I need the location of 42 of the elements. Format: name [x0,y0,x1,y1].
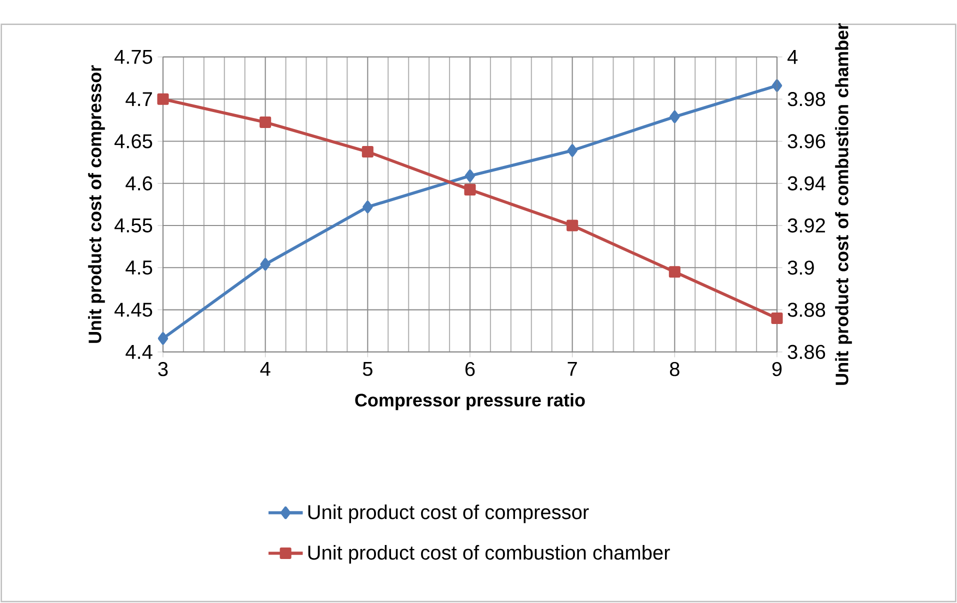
y2-tick-label: 3.9 [788,260,814,275]
x-tick-label: 9 [772,362,782,376]
x-tick-label: 7 [568,362,577,376]
y-tick-label: 4.7 [126,92,152,106]
point [668,266,680,278]
point [771,312,783,324]
point [464,170,476,182]
y-tick-label: 4.55 [114,218,152,233]
y2-tick-label: 3.92 [788,218,825,233]
y2-tick-label: 3.88 [788,302,826,317]
point [260,258,270,271]
y-axis-title: Unit product cost of compressor [88,65,105,343]
y2-tick-label: 3.98 [788,92,826,106]
x-tick-label: 3 [158,362,168,376]
x-tick-label: 6 [465,362,475,376]
point [158,332,168,345]
point [362,200,373,214]
y2-tick-label: 4 [788,50,798,64]
legend-label: Unit product cost of compressor [308,504,589,524]
y-tick-label: 4.75 [114,50,152,64]
y2-tick-label: 3.96 [788,134,826,148]
y-tick-label: 4.6 [126,176,152,190]
y2-tick-label: 3.94 [788,176,826,190]
x-axis-title: Compressor pressure ratio [355,393,585,410]
x-tick-label: 8 [670,362,680,376]
point [260,116,272,128]
y-tick-label: 4.4 [126,345,152,359]
y-tick-label: 4.5 [126,260,152,275]
y-tick-label: 4.65 [114,134,152,148]
point [362,146,374,158]
x-tick-label: 5 [362,362,372,376]
x-tick-label: 4 [260,362,270,376]
point [157,93,169,105]
legend-label: Unit product cost of combustion chamber [308,545,670,564]
point [670,110,680,124]
y-tick-label: 4.45 [114,302,152,317]
point [567,144,578,157]
y2-axis-title: Unit product cost of combustion chamber [835,23,852,385]
point [464,184,476,196]
point [772,79,782,92]
y2-tick-label: 3.86 [788,344,826,360]
point [566,220,578,232]
